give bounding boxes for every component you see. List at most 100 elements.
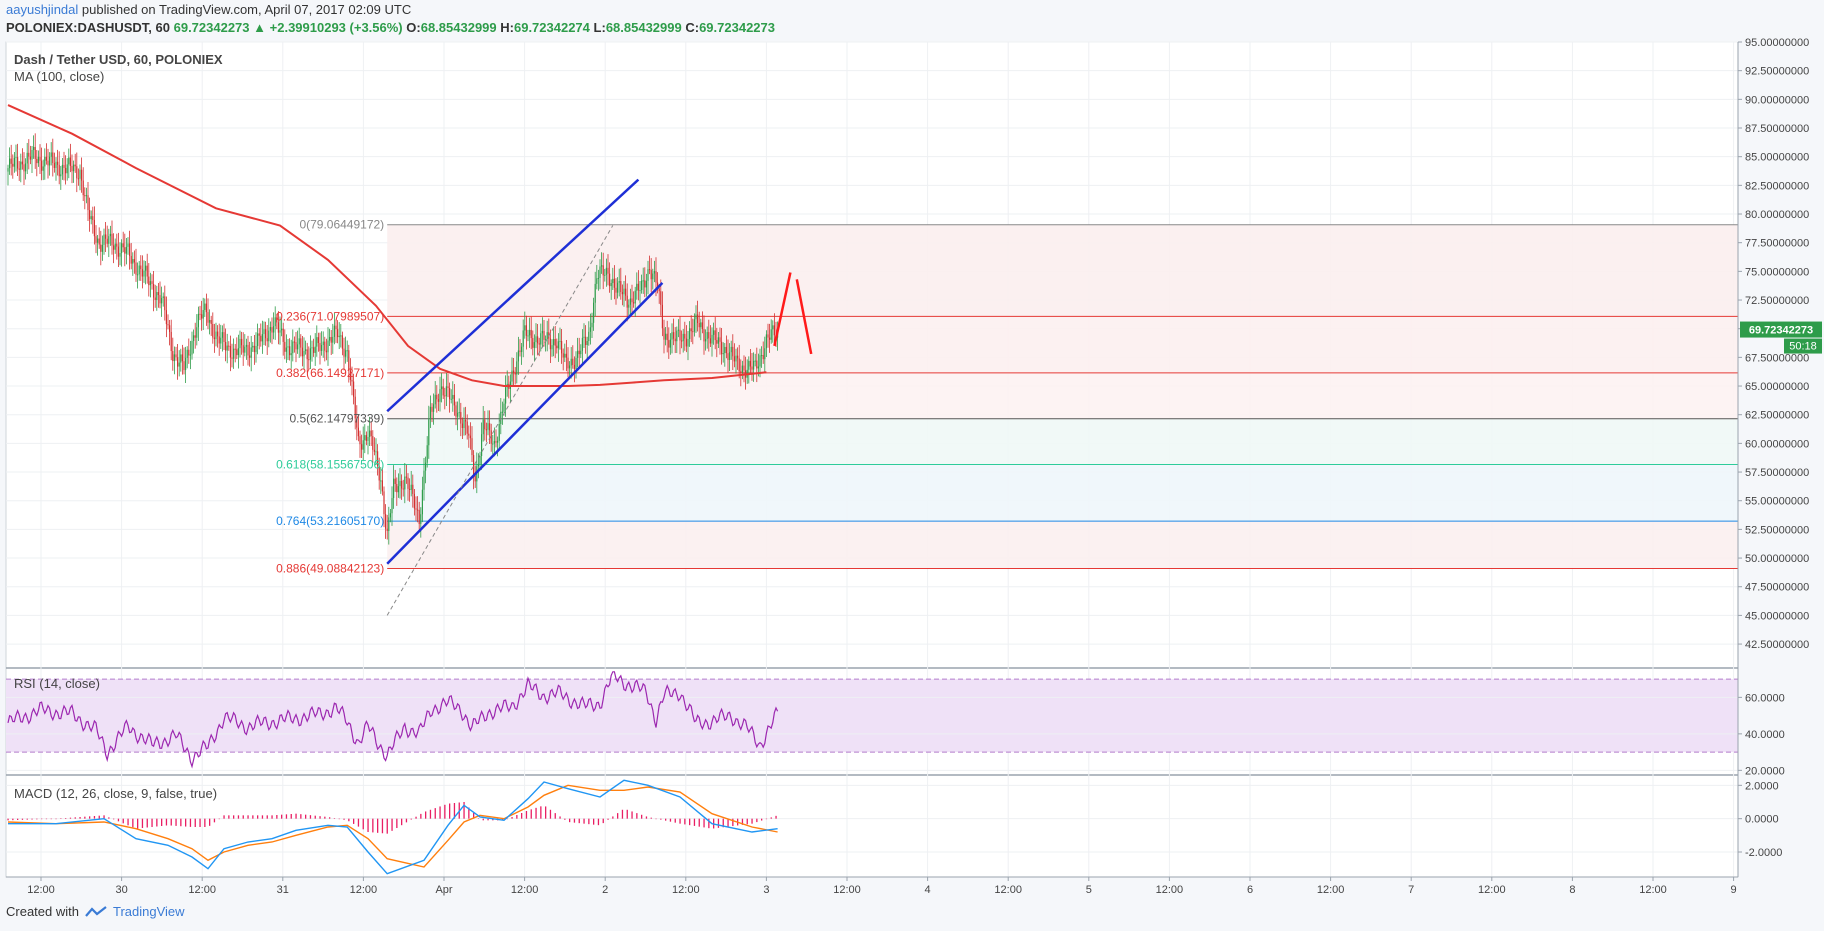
- candle-body: [412, 484, 414, 494]
- fib-zone: [387, 316, 1739, 373]
- candle-body: [525, 325, 527, 336]
- macd-histogram-bar: [257, 815, 259, 819]
- macd-histogram-bar: [449, 803, 451, 819]
- macd-histogram-bar: [645, 816, 648, 819]
- macd-histogram-bar: [468, 807, 470, 819]
- macd-histogram-bar: [146, 818, 148, 828]
- macd-histogram-bar: [439, 806, 441, 819]
- candle-body: [193, 335, 195, 341]
- macd-histogram-bar: [26, 818, 28, 820]
- macd-histogram-bar: [247, 815, 249, 819]
- candle-body: [701, 322, 703, 330]
- candle-body: [697, 314, 699, 324]
- candle-body: [484, 419, 486, 430]
- candle-body: [122, 243, 124, 248]
- candle-body: [698, 323, 700, 328]
- candle-body: [124, 247, 126, 254]
- candle-body: [263, 329, 265, 335]
- candle-body: [529, 329, 531, 336]
- candle-body: [461, 423, 463, 428]
- macd-histogram-bar: [204, 818, 206, 827]
- macd-histogram-bar: [511, 817, 513, 819]
- candle-body: [242, 345, 244, 353]
- macd-histogram-bar: [79, 817, 81, 819]
- candle-body: [601, 265, 603, 267]
- candle-body: [108, 236, 110, 244]
- candle-body: [594, 283, 596, 303]
- candle-body: [151, 281, 153, 284]
- macd-histogram-bar: [21, 818, 24, 820]
- candle-body: [287, 346, 289, 348]
- author-link[interactable]: aayushjindal: [6, 2, 79, 17]
- candle-body: [45, 156, 47, 161]
- macd-histogram-bar: [300, 814, 302, 819]
- candle-body: [660, 291, 662, 305]
- macd-histogram-bar: [151, 818, 153, 827]
- time-tick-label: 9: [1731, 884, 1737, 896]
- candle-body: [738, 358, 740, 372]
- candle-body: [570, 358, 572, 366]
- candle-body: [682, 333, 684, 342]
- candle-body: [621, 292, 623, 295]
- macd-histogram-bar: [703, 818, 705, 828]
- candle-body: [633, 302, 635, 304]
- candle-body: [517, 350, 519, 362]
- candle-body: [343, 348, 345, 357]
- candle-body: [732, 346, 734, 357]
- candle-body: [85, 195, 87, 197]
- candle-body: [188, 349, 190, 356]
- price-tick-label: 55.00000000: [1745, 496, 1809, 508]
- macd-histogram-bar: [660, 818, 662, 820]
- rsi-line: [7, 671, 779, 769]
- macd-histogram-bar: [329, 817, 331, 819]
- time-tick-label: 12:00: [511, 884, 539, 896]
- candle-body: [556, 345, 558, 349]
- candle-body: [575, 357, 577, 369]
- candle-body: [221, 332, 223, 338]
- macd-histogram-bar: [684, 818, 686, 825]
- macd-histogram-bar: [357, 818, 360, 827]
- candle-body: [737, 355, 739, 359]
- candle-body: [450, 398, 452, 400]
- price-tick-label: 90.00000000: [1745, 94, 1809, 106]
- candle-body: [79, 169, 81, 179]
- fib-label: 0.382(66.14927171): [276, 366, 384, 380]
- candle-body: [533, 342, 535, 348]
- candle-body: [593, 302, 595, 323]
- candle-body: [445, 386, 447, 397]
- created-with-text: Created with: [6, 904, 79, 919]
- macd-histogram-bar: [333, 818, 336, 819]
- candle-body: [284, 341, 286, 352]
- candle-body: [199, 313, 201, 315]
- tradingview-link[interactable]: TradingView: [112, 904, 185, 919]
- macd-histogram-bar: [569, 818, 571, 823]
- macd-histogram-bar: [521, 813, 523, 819]
- candle-body: [535, 336, 537, 343]
- macd-histogram-bar: [641, 814, 643, 819]
- candle-body: [383, 491, 385, 515]
- candle-body: [581, 337, 583, 351]
- candle-body: [421, 489, 423, 515]
- macd-histogram-bar: [98, 815, 100, 819]
- macd-histogram-bar: [55, 818, 57, 820]
- candle-body: [329, 337, 331, 341]
- macd-histogram-bar: [218, 818, 220, 820]
- candle-body: [586, 341, 588, 346]
- candle-body: [620, 281, 622, 293]
- candle-body: [769, 337, 771, 340]
- candle-body: [53, 162, 55, 168]
- macd-histogram-bar: [113, 818, 115, 820]
- candle-body: [37, 156, 39, 164]
- macd-histogram-bar: [372, 818, 374, 833]
- candle-body: [492, 443, 494, 445]
- candle-body: [308, 359, 310, 361]
- candle-body: [463, 420, 465, 428]
- macd-histogram-bar: [444, 804, 446, 819]
- candle-body: [15, 157, 17, 159]
- candle-body: [681, 340, 683, 342]
- macd-histogram-bar: [434, 808, 436, 819]
- change-text: ▲ +2.39910293 (+3.56%): [253, 20, 403, 35]
- candle-body: [751, 366, 753, 370]
- macd-histogram-bar: [137, 818, 139, 829]
